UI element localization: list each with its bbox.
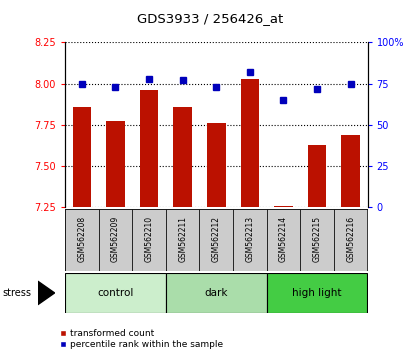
Bar [65, 209, 99, 271]
Bar [132, 209, 166, 271]
Text: GSM562216: GSM562216 [346, 216, 355, 262]
Bar [173, 107, 192, 207]
Bar [140, 90, 158, 207]
Text: GSM562213: GSM562213 [245, 216, 255, 262]
Bar [300, 209, 334, 271]
Text: GSM562210: GSM562210 [144, 216, 154, 262]
Text: GSM562209: GSM562209 [111, 216, 120, 262]
Bar [73, 107, 91, 207]
Bar [334, 209, 368, 271]
Bar [233, 209, 267, 271]
Bar [200, 209, 233, 271]
Polygon shape [38, 281, 55, 305]
Bar [166, 209, 200, 271]
Bar [308, 144, 326, 207]
Text: GSM562214: GSM562214 [279, 216, 288, 262]
Bar [166, 273, 267, 313]
Text: GDS3933 / 256426_at: GDS3933 / 256426_at [137, 12, 283, 25]
Bar [274, 206, 293, 207]
Text: GSM562215: GSM562215 [312, 216, 322, 262]
Bar [267, 273, 368, 313]
Bar [106, 121, 125, 207]
Text: GSM562208: GSM562208 [77, 216, 87, 262]
Bar [267, 209, 300, 271]
Text: control: control [97, 288, 134, 298]
Text: high light: high light [292, 288, 342, 298]
Text: GSM562212: GSM562212 [212, 216, 221, 262]
Bar [99, 209, 132, 271]
Bar [341, 135, 360, 207]
Text: GSM562211: GSM562211 [178, 216, 187, 262]
Bar [207, 123, 226, 207]
Bar [65, 273, 166, 313]
Legend: transformed count, percentile rank within the sample: transformed count, percentile rank withi… [59, 329, 223, 349]
Text: stress: stress [2, 288, 31, 298]
Bar [241, 79, 259, 207]
Text: dark: dark [205, 288, 228, 298]
